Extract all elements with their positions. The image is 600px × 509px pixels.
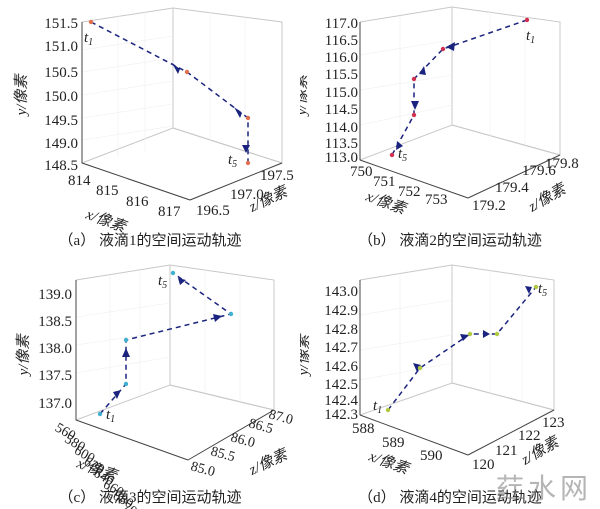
z-tick: 86.0	[229, 430, 257, 451]
y-tick: 149.0	[44, 136, 78, 152]
x-tick: 816	[126, 194, 149, 210]
y-tick: 142.7	[324, 340, 358, 356]
y-tick: 148.5	[44, 158, 78, 174]
x-tick: 817	[158, 204, 181, 220]
y-tick: 149.5	[44, 113, 78, 129]
z-tick: 179.8	[545, 156, 579, 172]
start-label: t1	[106, 407, 115, 425]
panel-d: 143.0 142.9 142.8 142.7 142.6 142.5 142.…	[300, 255, 600, 509]
z-tick: 121	[495, 443, 518, 459]
y-tick: 115.5	[325, 67, 358, 83]
y-tick: 142.6	[324, 359, 358, 375]
panel-a: 151.5 151.0 150.5 150.0 149.5 149.0 148.…	[0, 0, 300, 254]
y-tick: 142.9	[324, 303, 358, 319]
caption-b: （b） 液滴2的空间运动轨迹	[358, 233, 542, 249]
y-tick: 114.5	[325, 102, 358, 118]
y-tick: 139.0	[38, 287, 72, 303]
z-tick: 197.0	[230, 187, 264, 203]
y-tick: 137.0	[38, 396, 72, 412]
z-tick: 179.4	[495, 180, 529, 196]
start-label: t1	[373, 398, 382, 416]
caption-a: （a） 液滴1的空间运动轨迹	[58, 233, 242, 249]
end-label: t5	[538, 281, 547, 299]
trajectory-b	[389, 17, 530, 158]
panel-c: 139.0 138.5 138.0 137.5 137.0 y/像素 560 5…	[0, 255, 300, 509]
chart-a-svg: 151.5 151.0 150.5 150.0 149.5 149.0 148.…	[13, 7, 294, 236]
x-tick: 700	[120, 500, 146, 509]
y-tick: 138.5	[38, 314, 72, 330]
x-tick: 753	[425, 192, 448, 208]
z-tick: 122	[518, 428, 541, 444]
y-tick: 142.4	[324, 393, 358, 409]
x-tick: 590	[420, 448, 443, 464]
z-tick: 179.6	[522, 163, 556, 179]
start-label: t1	[526, 28, 535, 46]
y-tick: 142.3	[324, 407, 358, 423]
z-tick: 85.5	[209, 444, 237, 465]
trajectory-c	[97, 270, 234, 417]
x-tick: 589	[382, 435, 405, 451]
y-axis-label: y/像素	[15, 333, 32, 378]
y-tick: 116.0	[325, 50, 358, 66]
y-tick: 138.0	[38, 341, 72, 357]
x-axis-label: x/像素	[366, 447, 413, 478]
z-tick: 85.0	[189, 459, 217, 480]
trajectory-a	[88, 19, 251, 166]
x-tick: 588	[352, 421, 375, 437]
y-axis-label: y/像素	[13, 73, 30, 118]
z-tick: 120	[472, 457, 495, 473]
x-tick: 752	[398, 184, 421, 200]
y-tick: 137.5	[38, 368, 72, 384]
z-tick: 197.5	[260, 168, 294, 184]
z-tick: 196.5	[196, 203, 230, 219]
trajectory-d	[385, 284, 539, 413]
y-tick: 113.0	[325, 150, 358, 166]
start-label: t1	[84, 30, 93, 48]
end-label: t5	[398, 146, 407, 164]
watermark: 荭水网	[495, 472, 592, 505]
z-tick: 86.5	[247, 416, 275, 437]
y-tick: 142.8	[324, 322, 358, 338]
end-label: t5	[158, 273, 167, 291]
y-tick: 143.0	[324, 284, 358, 300]
x-tick: 750	[350, 164, 373, 180]
x-tick: 751	[373, 174, 396, 190]
y-tick: 150.5	[44, 65, 78, 81]
y-axis-label: y/像素	[300, 73, 310, 118]
chart-b-svg: 117.0 116.5 116.0 115.5 115.0 114.5 114.…	[300, 6, 579, 218]
x-tick: 814	[68, 173, 91, 189]
end-label: t5	[228, 152, 237, 170]
z-tick: 123	[542, 415, 565, 431]
y-tick: 150.0	[44, 89, 78, 105]
chart-c-svg: 139.0 138.5 138.0 137.5 137.0 y/像素 560 5…	[15, 264, 295, 509]
z-axis-label: z/像素	[525, 180, 571, 216]
y-tick: 142.5	[324, 377, 358, 393]
y-axis-label: y/像素	[300, 333, 312, 378]
y-tick: 151.5	[44, 16, 78, 32]
y-tick: 114.0	[325, 120, 358, 136]
y-tick: 116.5	[325, 33, 358, 49]
z-tick: 87.0	[267, 407, 295, 428]
y-tick: 113.5	[325, 136, 358, 152]
panel-b: 117.0 116.5 116.0 115.5 115.0 114.5 114.…	[300, 0, 600, 254]
x-tick: 815	[96, 183, 119, 199]
y-tick: 115.0	[325, 85, 358, 101]
chart-d-svg: 143.0 142.9 142.8 142.7 142.6 142.5 142.…	[300, 264, 565, 478]
caption-d: （d） 液滴4的空间运动轨迹	[358, 490, 542, 506]
z-tick: 179.2	[472, 198, 506, 214]
caption-c: （c） 液滴3的空间运动轨迹	[58, 490, 242, 506]
y-tick: 117.0	[325, 16, 358, 32]
y-tick: 151.0	[44, 39, 78, 55]
